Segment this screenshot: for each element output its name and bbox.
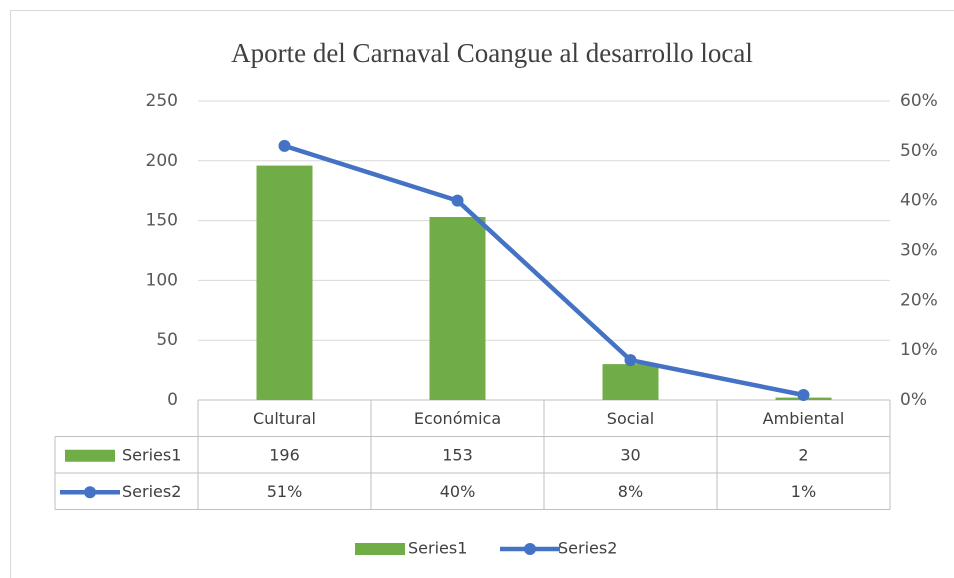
y2-tick-label: 20% <box>900 290 938 310</box>
table-legend-key <box>65 449 115 462</box>
line-marker <box>451 194 464 207</box>
y2-tick-label: 50% <box>900 141 938 161</box>
legend-key <box>355 543 405 555</box>
table-cell: 40% <box>440 482 476 501</box>
bar <box>602 364 659 400</box>
y-tick-label: 50 <box>156 330 178 350</box>
y-tick-label: 200 <box>146 151 178 171</box>
bar <box>429 217 486 400</box>
table-cell: 30 <box>620 445 640 464</box>
table-cell: 1% <box>791 482 816 501</box>
bar <box>256 165 313 400</box>
table-cell: 153 <box>442 445 473 464</box>
line-marker <box>624 354 637 367</box>
table-cell: 196 <box>269 445 300 464</box>
y2-tick-label: 0% <box>900 390 927 410</box>
x-tick-label: Económica <box>414 409 501 428</box>
y-tick-label: 100 <box>146 270 178 290</box>
y2-tick-label: 60% <box>900 91 938 111</box>
table-cell: 8% <box>618 482 643 501</box>
y-tick-label: 0 <box>167 390 178 410</box>
y-tick-label: 250 <box>146 91 178 111</box>
y-tick-label: 150 <box>146 211 178 231</box>
legend-label: Series2 <box>558 539 617 558</box>
y2-tick-label: 10% <box>900 340 938 360</box>
table-cell: 51% <box>267 482 303 501</box>
x-tick-label: Social <box>607 409 654 428</box>
legend-key <box>524 543 536 555</box>
y2-tick-label: 30% <box>900 241 938 261</box>
table-cell: 2 <box>798 445 808 464</box>
chart-title: Aporte del Carnaval Coangue al desarroll… <box>231 38 753 68</box>
table-row-label: Series2 <box>122 482 181 501</box>
line-marker <box>278 139 291 152</box>
line-marker <box>797 389 810 402</box>
table-row-label: Series1 <box>122 445 181 464</box>
y2-tick-label: 40% <box>900 191 938 211</box>
x-tick-label: Ambiental <box>763 409 845 428</box>
legend-label: Series1 <box>408 539 467 558</box>
x-tick-label: Cultural <box>253 409 316 428</box>
table-legend-key <box>84 486 96 499</box>
line <box>283 143 804 398</box>
